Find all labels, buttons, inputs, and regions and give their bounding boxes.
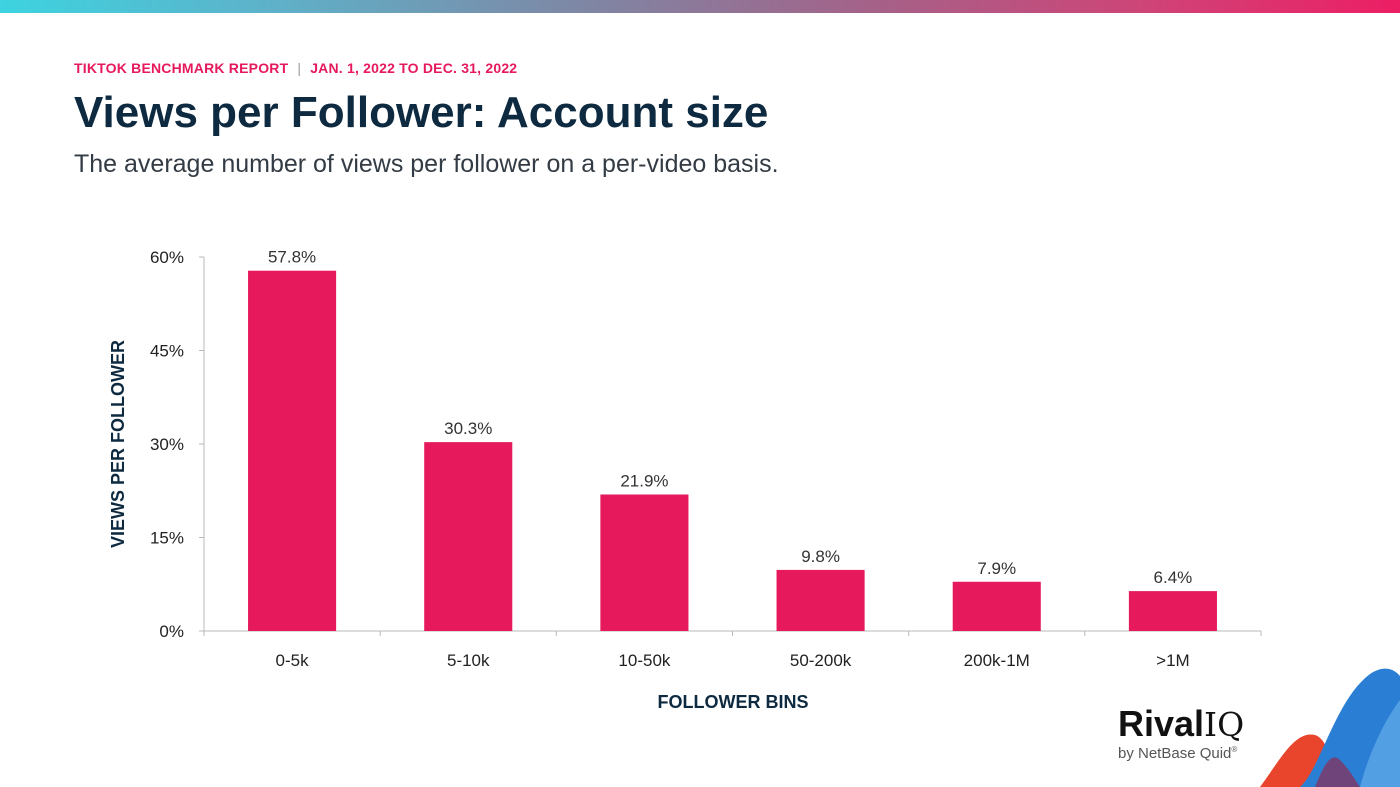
x-tick-label: >1M [1156, 651, 1190, 670]
bar-0-5k [248, 270, 337, 631]
bar-5-10k [424, 442, 513, 631]
top-gradient-bar [0, 0, 1400, 13]
bar-200k-1M [952, 581, 1041, 631]
y-tick-label: 30% [150, 435, 184, 454]
logo-wordmark: RivalIQ [1118, 706, 1278, 743]
rival-iq-logo: RivalIQ by NetBase Quid® [1118, 706, 1278, 766]
data-label: 9.8% [801, 547, 840, 566]
wave-light-blue [1360, 700, 1400, 787]
x-tick-label: 10-50k [618, 651, 670, 670]
y-axis-ticks: 0% 15% 30% 45% 60% [150, 248, 204, 641]
page-subtitle: The average number of views per follower… [74, 150, 779, 178]
header-separator: | [297, 60, 302, 76]
y-tick-label: 0% [159, 622, 184, 641]
y-tick-label: 60% [150, 248, 184, 267]
x-axis-label: FOLLOWER BINS [658, 692, 809, 712]
report-header: TIKTOK BENCHMARK REPORT | JAN. 1, 2022 TO … [74, 60, 517, 76]
x-tick-label: 200k-1M [964, 651, 1030, 670]
y-tick-label: 15% [150, 529, 184, 548]
y-tick-label: 45% [150, 342, 184, 361]
page-title: Views per Follower: Account size [74, 88, 769, 137]
x-tick-label: 5-10k [447, 651, 490, 670]
data-label: 30.3% [444, 419, 492, 438]
x-tick-label: 0-5k [276, 651, 310, 670]
brand-wave-graphic [1260, 668, 1400, 787]
logo-word: Rival [1118, 703, 1205, 744]
logo-byline: by NetBase Quid® [1118, 745, 1278, 762]
x-tick-label: 50-200k [790, 651, 852, 670]
logo-suffix: IQ [1204, 705, 1245, 744]
x-axis-ticks: 0-5k 5-10k 10-50k 50-200k 200k-1M >1M [203, 631, 1262, 670]
bar-50-200k [776, 569, 865, 631]
report-date-range: JAN. 1, 2022 TO DEC. 31, 2022 [310, 60, 518, 76]
data-label: 7.9% [977, 559, 1016, 578]
data-label: 21.9% [620, 471, 668, 490]
bar-10-50k [600, 494, 689, 631]
bar->1M [1128, 591, 1217, 631]
data-label: 57.8% [268, 248, 316, 267]
y-axis-label: VIEWS PER FOLLOWER [108, 340, 128, 548]
wave-purple [1315, 757, 1360, 787]
data-label: 6.4% [1154, 568, 1193, 587]
byline-text: by NetBase Quid [1118, 745, 1232, 762]
bars-group: 57.8% 30.3% 21.9% 9.8% 7.9% 6.4% [248, 248, 1217, 631]
report-name: TIKTOK BENCHMARK REPORT [74, 60, 289, 76]
trademark: ® [1231, 745, 1238, 754]
